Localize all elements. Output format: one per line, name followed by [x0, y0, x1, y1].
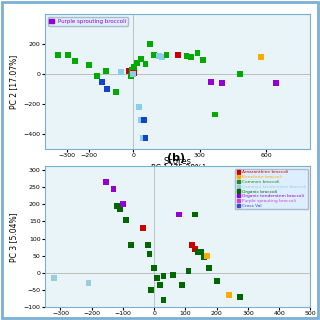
- Point: [192, 246, 197, 252]
- Point: [100, 80, 105, 85]
- Point: [136, 104, 141, 109]
- Point: [175, 52, 180, 57]
- Point: [86, 281, 91, 286]
- Text: (b): (b): [167, 153, 185, 164]
- Point: [132, 64, 137, 69]
- Point: [129, 73, 134, 78]
- Point: [124, 217, 129, 222]
- Legend: Amaranthine broccoli, Beneforte broccoli, Common broccoli, Common tenderstem bro: Amaranthine broccoli, Beneforte broccoli…: [235, 169, 308, 209]
- Point: [152, 265, 157, 270]
- Point: [158, 282, 163, 287]
- Point: [164, 52, 169, 57]
- Point: [72, 58, 77, 63]
- Point: [206, 265, 212, 270]
- Point: [103, 68, 108, 74]
- Point: [134, 60, 139, 66]
- Point: [143, 136, 148, 141]
- Point: [195, 250, 200, 255]
- Point: [52, 276, 57, 281]
- Point: [202, 255, 207, 260]
- Point: [258, 54, 263, 60]
- Point: [192, 212, 197, 217]
- Point: [180, 282, 185, 287]
- Point: [214, 279, 219, 284]
- Point: [237, 72, 242, 77]
- Point: [119, 69, 124, 75]
- Point: [156, 54, 161, 59]
- Point: [147, 252, 152, 257]
- Point: [148, 287, 154, 292]
- Point: [141, 226, 146, 231]
- Point: [94, 73, 100, 78]
- Point: [126, 68, 132, 74]
- Y-axis label: PC 3 [5.04%]: PC 3 [5.04%]: [9, 212, 18, 262]
- X-axis label: PC 1 [75.28%]: PC 1 [75.28%]: [150, 164, 205, 172]
- Point: [139, 57, 144, 62]
- Point: [161, 274, 166, 279]
- Point: [131, 72, 136, 77]
- Point: [177, 212, 182, 217]
- Legend: Purple sprouting broccoli: Purple sprouting broccoli: [48, 17, 128, 26]
- Point: [237, 294, 243, 300]
- Point: [104, 86, 109, 92]
- Point: [132, 70, 137, 75]
- Point: [152, 52, 157, 57]
- Point: [128, 243, 133, 248]
- Point: [66, 52, 71, 57]
- Point: [56, 52, 61, 57]
- Point: [219, 81, 224, 86]
- Point: [103, 179, 108, 184]
- Point: [142, 118, 147, 123]
- Point: [120, 202, 125, 207]
- Point: [205, 253, 210, 258]
- Title: Scores: Scores: [164, 156, 192, 166]
- Point: [186, 268, 191, 274]
- Point: [130, 67, 135, 72]
- Point: [111, 186, 116, 191]
- Point: [114, 203, 119, 208]
- Point: [198, 250, 204, 255]
- Point: [189, 243, 194, 248]
- Point: [208, 79, 213, 84]
- Y-axis label: PC 2 [17.07%]: PC 2 [17.07%]: [9, 54, 18, 109]
- Point: [113, 90, 118, 95]
- Point: [201, 57, 206, 62]
- Point: [195, 51, 200, 56]
- Point: [145, 243, 150, 248]
- Point: [170, 272, 175, 277]
- Point: [184, 54, 189, 59]
- Point: [148, 42, 153, 47]
- Point: [274, 81, 279, 86]
- Point: [139, 118, 144, 123]
- Point: [161, 298, 166, 303]
- Point: [188, 54, 193, 60]
- Point: [227, 292, 232, 298]
- Point: [117, 207, 122, 212]
- Point: [143, 62, 148, 67]
- Point: [86, 63, 92, 68]
- Point: [155, 276, 160, 281]
- Point: [141, 136, 146, 141]
- Point: [160, 54, 165, 60]
- Point: [213, 112, 218, 117]
